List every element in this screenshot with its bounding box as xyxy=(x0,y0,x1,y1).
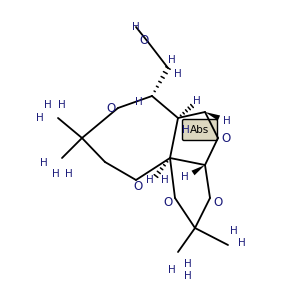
Text: H: H xyxy=(44,100,52,110)
Text: O: O xyxy=(213,195,223,209)
Text: O: O xyxy=(106,102,116,115)
Text: Abs: Abs xyxy=(190,125,209,135)
Text: H: H xyxy=(40,158,48,168)
Text: H: H xyxy=(65,169,73,179)
Text: H: H xyxy=(181,172,189,182)
Text: H: H xyxy=(36,113,44,123)
Text: H: H xyxy=(52,169,60,179)
Text: H: H xyxy=(193,96,201,106)
Polygon shape xyxy=(205,112,220,120)
Text: O: O xyxy=(139,34,149,47)
Text: H: H xyxy=(132,22,140,32)
Text: H: H xyxy=(146,175,154,185)
Text: O: O xyxy=(133,181,143,194)
Text: H: H xyxy=(58,100,66,110)
Text: H: H xyxy=(182,125,190,135)
Polygon shape xyxy=(191,165,205,175)
Text: H: H xyxy=(223,116,231,126)
Text: H: H xyxy=(168,55,176,65)
Text: O: O xyxy=(163,196,173,209)
Text: H: H xyxy=(135,97,143,107)
Text: H: H xyxy=(184,259,192,269)
Text: O: O xyxy=(222,132,231,144)
FancyBboxPatch shape xyxy=(183,119,217,140)
Text: H: H xyxy=(184,271,192,281)
Text: H: H xyxy=(238,238,246,248)
Text: H: H xyxy=(230,226,238,236)
Text: H: H xyxy=(168,265,176,275)
Text: H: H xyxy=(161,175,169,185)
Text: H: H xyxy=(174,69,182,79)
